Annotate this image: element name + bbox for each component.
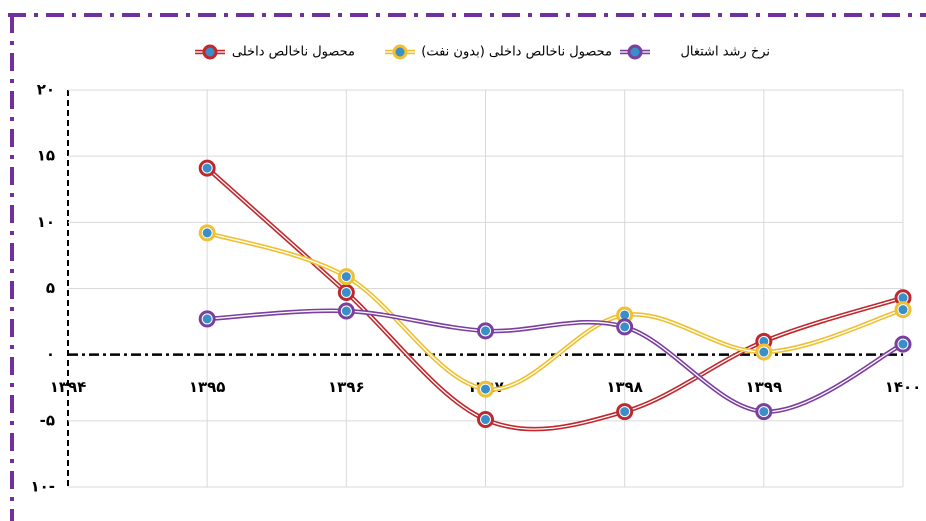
marker-ring	[897, 304, 909, 316]
marker-ring	[340, 271, 352, 283]
y-tick-label: -۵	[40, 411, 55, 429]
marker-ring	[619, 321, 631, 333]
y-tick-label: ۲۰	[37, 81, 55, 99]
marker-ring	[201, 227, 213, 239]
legend-marker	[627, 44, 643, 60]
series-line-outline	[205, 166, 904, 432]
y-tick-label: ۱۵	[37, 147, 55, 165]
marker-ring	[340, 286, 352, 298]
y-tick-label: ۵	[46, 279, 55, 297]
x-tick-label: ۱۳۹۴	[50, 378, 87, 396]
marker-ring	[897, 338, 909, 350]
y-tick-label: ۱۰-	[30, 478, 55, 496]
legend-marker	[392, 44, 408, 60]
y-tick-label: ۱۰	[37, 213, 55, 231]
marker-ring	[340, 305, 352, 317]
series-line	[206, 232, 904, 390]
legend-label: محصول ناخالص داخلی	[232, 45, 355, 60]
legend-marker	[202, 44, 218, 60]
legend-label: نرخ رشد اشتغال	[680, 45, 770, 60]
marker-ring	[201, 162, 213, 174]
x-tick-label: ۱۳۹۶	[328, 378, 365, 396]
marker-ring	[619, 406, 631, 418]
marker-ring	[480, 383, 491, 395]
x-tick-label: ۱۳۹۸	[606, 378, 643, 396]
y-tick-label: ۰	[46, 345, 55, 363]
legend-label: محصول ناخالص داخلی (بدون نفت)	[421, 45, 612, 60]
marker-ring	[201, 313, 213, 325]
x-tick-label: ۱۴۰۰	[885, 378, 922, 396]
series-line	[206, 167, 904, 430]
x-tick-label: ۱۳۹۹	[746, 378, 783, 396]
marker-ring	[480, 414, 491, 426]
marker-ring	[758, 346, 770, 358]
series-line-outline	[207, 308, 905, 414]
x-tick-label: ۱۳۹۵	[189, 378, 226, 396]
marker-ring	[758, 406, 770, 418]
marker-ring	[480, 325, 491, 337]
